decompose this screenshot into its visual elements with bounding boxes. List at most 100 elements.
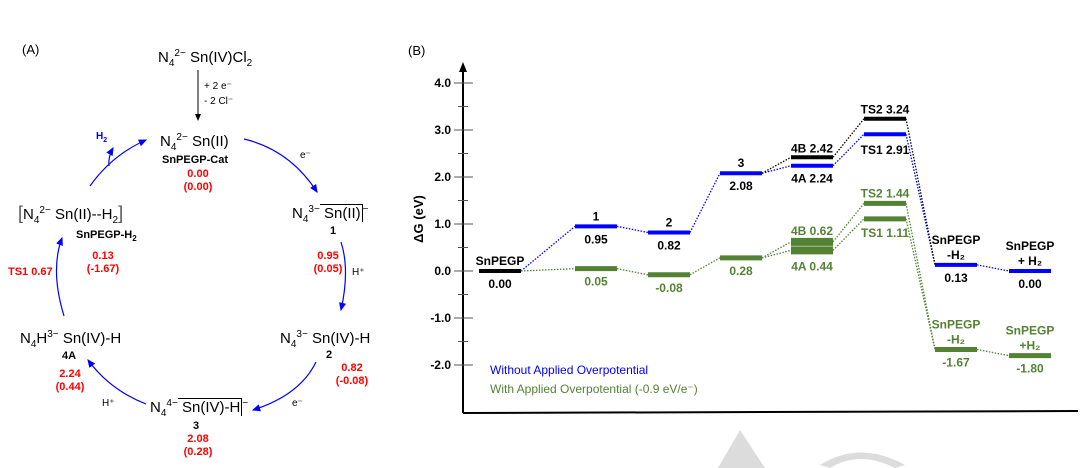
level-connector [520,225,576,272]
level-label: SnPEGP [932,317,981,331]
level-connector [689,172,721,233]
step-proton-1: H⁺ [352,267,365,278]
species-2: N43− Sn(IV)-H [280,329,371,350]
legend-entry: With Applied Overpotential (-0.9 eV/e⁻) [490,382,698,396]
level-label: SnPEGP [932,233,981,247]
level-value: 0.00 [1018,277,1042,291]
species-3-name: 3 [193,420,200,432]
level-value: 0.00 [488,277,512,291]
y-tick-label: -1.0 [430,311,451,325]
arrow-h2-release [106,146,114,167]
activation-chloride: - 2 Cl⁻ [204,96,234,107]
y-axis-arrow-icon [459,62,467,72]
cycle-arrows [55,70,347,412]
level-connector [689,257,721,276]
arrow-4a-to-h2adduct [55,236,65,317]
arrow-3-to-4a [87,359,147,405]
species-4a: N4H3− Sn(IV)-H [20,329,122,350]
level-connector [905,203,936,350]
level-label: -H₂ [947,332,965,346]
level-connector [616,225,649,234]
species-1: N43− Sn(II) − [292,204,369,225]
level-connector [832,118,865,158]
level-connector [905,118,936,266]
level-connector [520,268,576,272]
level-value: 0.13 [944,271,968,285]
level-label: 4A 0.44 [791,259,833,273]
level-labels: SnPEGP 0.00 1 0.95 2 0.82 3 2.08 4A 2.24 TS1 2.91… [476,103,1055,376]
level-label: 1 [593,209,600,223]
arrow-1-to-2 [339,241,347,312]
species-h2-adduct-name: SnPEGP-H2 [76,229,137,244]
level-label: + H₂ [1018,254,1042,268]
level-connector [832,218,865,251]
connectors [520,118,1010,357]
arrow-h2adduct-to-cat [89,139,148,187]
level-label: 4A 2.24 [791,172,833,186]
level-value: 0.28 [729,264,753,278]
species-h2-adduct: [N42− Sn(II)--H2] [18,203,124,226]
level-label: 4B 2.42 [791,141,833,155]
catalyst-name: SnPEGP-Cat [162,154,229,166]
level-value: 0.95 [584,232,608,246]
level-connector [832,133,865,167]
level-value: -0.08 [655,281,683,295]
species-1-value: 0.95 (0.05) [313,250,343,275]
y-tick-label: 1.0 [434,217,451,231]
level-value: 0.05 [584,275,608,289]
level-connector [761,165,792,174]
step-electron-1: e⁻ [300,150,311,161]
y-tick-label: 2.0 [434,170,451,184]
level-connector [905,218,936,350]
level-label: 3 [738,156,745,170]
level-value: -1.67 [942,355,970,369]
level-label: SnPEGP [1006,239,1055,253]
species-4a-name: 4A [62,350,77,362]
level-connector [761,241,792,259]
species-h2-adduct-value: 0.13 (-1.67) [86,250,120,275]
level-label: TS2 1.44 [861,186,910,200]
level-label: -H₂ [947,248,965,262]
panel-b-label: (B) [408,43,425,58]
level-connector [832,202,865,243]
species-4a-value: 2.24 (0.44) [55,368,85,393]
step-electron-2: e⁻ [292,398,303,409]
level-connector [905,134,936,266]
y-tick-label: 0.0 [434,264,451,278]
species-2-name: 2 [326,349,333,361]
legend: Without Applied Overpotential With Applie… [490,363,698,396]
level-connector [976,348,1010,357]
level-label: SnPEGP [1006,324,1055,338]
levels [479,116,1051,359]
y-tick-label: 4.0 [434,76,451,90]
level-label: +H₂ [1019,339,1040,353]
arrow-2-to-3 [251,361,317,412]
level-connector [976,264,1010,272]
y-tick-label: -2.0 [430,358,451,372]
activation-electrons: + 2 e⁻ [204,81,232,92]
level-label: TS1 1.11 [861,226,909,240]
species-3: N44− Sn(IV)-H − [150,398,249,419]
level-label: SnPEGP [476,254,525,268]
level-label: TS1 2.91 [861,143,910,157]
arrow-cat-to-1 [243,138,318,194]
level-connector [761,156,792,174]
level-value: 2.08 [729,179,753,193]
ts1-label: TS1 0.67 [8,266,53,278]
h2-release-label: H2 [96,131,108,144]
step-proton-2: H⁺ [102,398,115,409]
level-label: TS2 3.24 [861,103,910,117]
level-connector [616,268,649,276]
level-connector [761,249,792,259]
species-2-value: 0.82 (-0.08) [335,362,369,387]
level-value: 0.82 [657,238,681,252]
x-axis [462,410,1079,414]
panel-a-label: (A) [22,42,40,57]
catalyst-species: N42− Sn(II) [160,132,229,153]
legend-entry: Without Applied Overpotential [490,363,648,377]
catalyst-value: 0.00 (0.00) [183,168,213,193]
level-value: -1.80 [1016,362,1044,376]
species-1-name: 1 [330,225,337,237]
